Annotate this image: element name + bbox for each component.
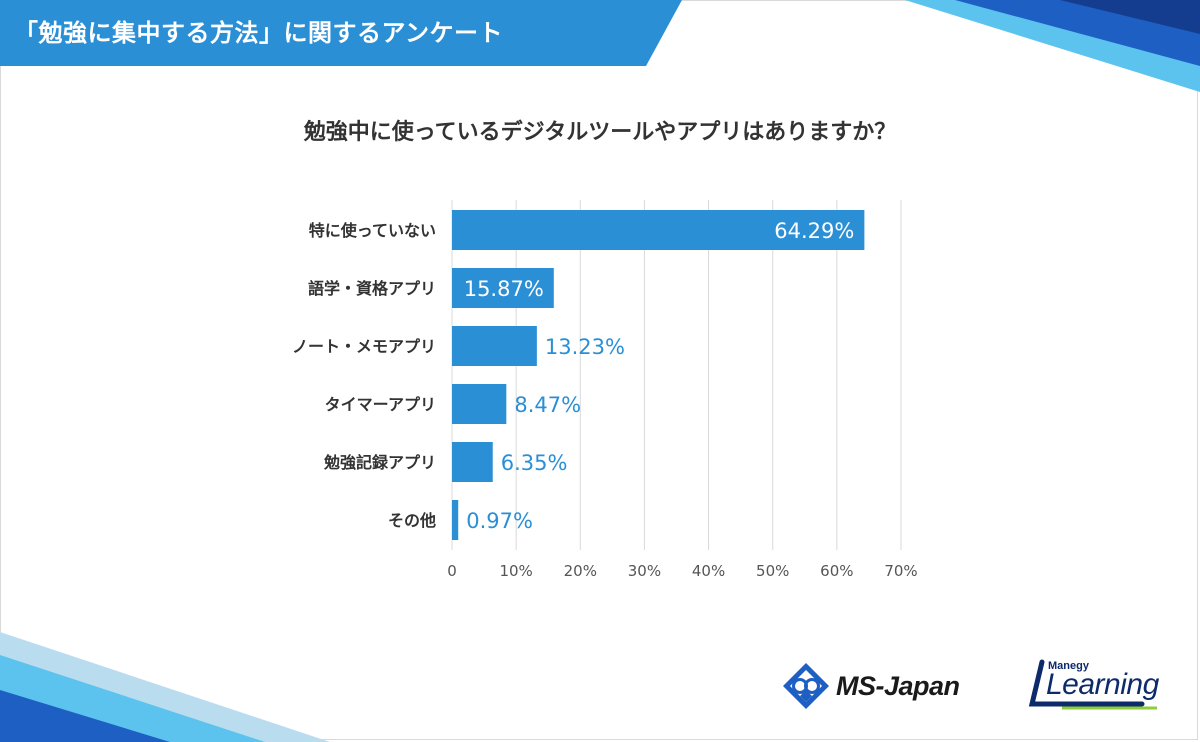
x-tick-label: 0 bbox=[447, 562, 457, 580]
ms-japan-logo: MS-Japan bbox=[782, 656, 960, 716]
category-label: 語学・資格アプリ bbox=[308, 279, 436, 298]
learning-swoosh-icon bbox=[1028, 659, 1157, 710]
title-banner bbox=[0, 0, 682, 66]
data-label: 8.47% bbox=[514, 393, 581, 417]
bar bbox=[452, 384, 507, 424]
bar bbox=[452, 442, 493, 482]
data-label: 15.87% bbox=[464, 277, 544, 301]
learning-wordmark: Learning bbox=[1046, 668, 1159, 701]
x-tick-label: 10% bbox=[499, 562, 532, 580]
manegy-wordmark: Manegy bbox=[1048, 660, 1089, 672]
bar bbox=[452, 326, 537, 366]
page-title: 「勉強に集中する方法」に関するアンケート bbox=[14, 19, 504, 47]
category-label: タイマーアプリ bbox=[325, 395, 436, 414]
data-label: 0.97% bbox=[466, 509, 533, 533]
x-tick-label: 50% bbox=[756, 562, 789, 580]
category-label: ノート・メモアプリ bbox=[292, 337, 436, 356]
bar bbox=[452, 210, 865, 250]
data-label: 13.23% bbox=[545, 335, 625, 359]
category-label: その他 bbox=[388, 511, 436, 530]
x-tick-label: 30% bbox=[628, 562, 661, 580]
x-tick-label: 40% bbox=[692, 562, 725, 580]
x-tick-label: 60% bbox=[820, 562, 853, 580]
bar bbox=[452, 500, 459, 540]
data-label: 64.29% bbox=[774, 219, 854, 243]
ms-japan-logo-text: MS-Japan bbox=[836, 670, 960, 701]
manegy-learning-logo: Manegy Learning bbox=[1022, 656, 1172, 716]
category-label: 特に使っていない bbox=[309, 221, 436, 240]
top-right-stripe-light bbox=[905, 0, 1200, 92]
category-label: 勉強記録アプリ bbox=[323, 453, 436, 472]
ms-japan-emblem-icon bbox=[783, 663, 829, 709]
top-right-stripe-navy bbox=[1060, 0, 1200, 34]
bottom-left-stripe-dark bbox=[0, 690, 170, 742]
data-label: 6.35% bbox=[501, 451, 568, 475]
x-tick-label: 20% bbox=[564, 562, 597, 580]
chart-question: 勉強中に使っているデジタルツールやアプリはありますか？ bbox=[303, 120, 897, 145]
x-tick-label: 70% bbox=[884, 562, 917, 580]
bar bbox=[452, 268, 554, 308]
